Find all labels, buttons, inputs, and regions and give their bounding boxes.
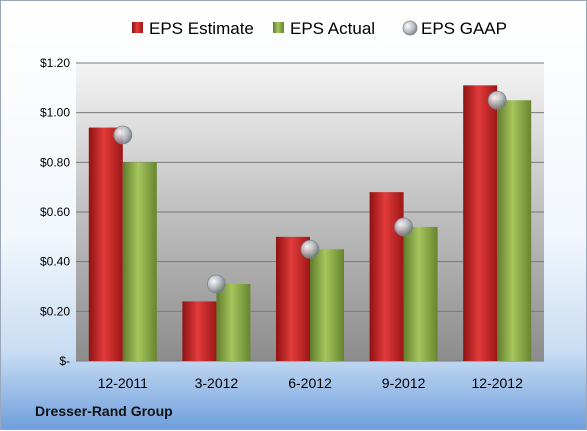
gaap-marker xyxy=(206,274,226,294)
y-tick-label: $- xyxy=(59,354,70,368)
bars xyxy=(88,85,532,361)
x-category-label: 12-2011 xyxy=(98,375,149,391)
legend-label: EPS GAAP xyxy=(421,19,507,38)
actual-bar xyxy=(310,249,344,361)
estimate-bar xyxy=(88,127,123,361)
y-tick-label: $0.20 xyxy=(40,304,70,318)
legend-swatch xyxy=(132,22,143,33)
actual-bar xyxy=(122,162,157,361)
y-tick-label: $1.00 xyxy=(40,106,70,120)
actual-bar xyxy=(216,284,251,361)
y-axis: $- $0.20 $0.40 $0.60 $0.80 $1.00 $1.20 xyxy=(40,56,70,368)
legend-label: EPS Estimate xyxy=(149,19,254,38)
estimate-bar xyxy=(369,192,404,361)
legend-swatch xyxy=(402,20,418,36)
estimate-bar xyxy=(276,236,310,361)
legend-label: EPS Actual xyxy=(290,19,375,38)
estimate-bar xyxy=(463,85,498,361)
estimate-bar xyxy=(182,301,217,361)
x-category-label: 6-2012 xyxy=(288,375,332,391)
y-tick-label: $0.80 xyxy=(40,155,70,169)
gaap-marker xyxy=(300,239,320,259)
company-name: Dresser-Rand Group xyxy=(35,403,173,419)
actual-bar xyxy=(403,226,438,361)
legend-swatch xyxy=(273,22,284,33)
x-category-label: 3-2012 xyxy=(195,375,239,391)
gaap-marker xyxy=(113,125,133,145)
x-category-label: 9-2012 xyxy=(382,375,426,391)
x-axis: 12-2011 3-2012 6-2012 9-2012 12-2012 xyxy=(98,375,523,391)
x-category-label: 12-2012 xyxy=(472,375,524,391)
actual-bar xyxy=(497,100,532,361)
gaap-marker xyxy=(487,90,507,110)
gaap-markers xyxy=(113,90,507,294)
y-tick-label: $0.60 xyxy=(40,205,70,219)
y-tick-label: $0.40 xyxy=(40,255,70,269)
gaap-marker xyxy=(394,217,414,237)
y-tick-label: $1.20 xyxy=(40,56,70,70)
legend: EPS Estimate EPS Actual EPS GAAP xyxy=(132,19,507,38)
